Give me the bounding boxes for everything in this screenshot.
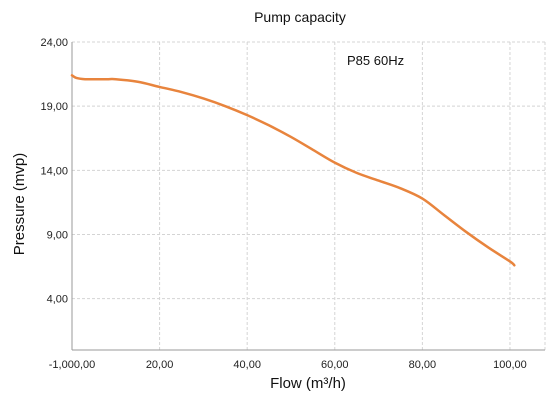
x-tick-label: 20,00 bbox=[146, 359, 174, 371]
chart-title: Pump capacity bbox=[254, 9, 346, 25]
y-tick-label: 9,00 bbox=[47, 230, 68, 242]
grid bbox=[72, 41, 546, 350]
series-layer bbox=[70, 74, 516, 267]
x-tick-label: 60,00 bbox=[321, 359, 349, 371]
series-line-p85-60hz bbox=[70, 74, 516, 267]
x-axis-title: Flow (m³/h) bbox=[270, 375, 346, 392]
y-axis-title: Pressure (mvp) bbox=[11, 153, 28, 256]
axes bbox=[71, 42, 545, 351]
x-tick-label: 80,00 bbox=[409, 359, 437, 371]
x-tick-label: 40,00 bbox=[233, 359, 261, 371]
curve-annotation: P85 60Hz bbox=[347, 53, 404, 68]
x-tick-labels: -1,000,00 20,00 40,00 60,00 80,00 100,00 bbox=[49, 359, 527, 371]
x-tick-label: 100,00 bbox=[493, 359, 527, 371]
y-tick-label: 24,00 bbox=[40, 37, 68, 49]
y-tick-label: 4,00 bbox=[47, 294, 68, 306]
y-tick-labels: 4,00 9,00 14,00 19,00 24,00 bbox=[40, 37, 68, 306]
y-tick-label: 19,00 bbox=[40, 101, 68, 113]
x-tick-label: -1,000,00 bbox=[49, 359, 95, 371]
y-tick-label: 14,00 bbox=[40, 165, 68, 177]
